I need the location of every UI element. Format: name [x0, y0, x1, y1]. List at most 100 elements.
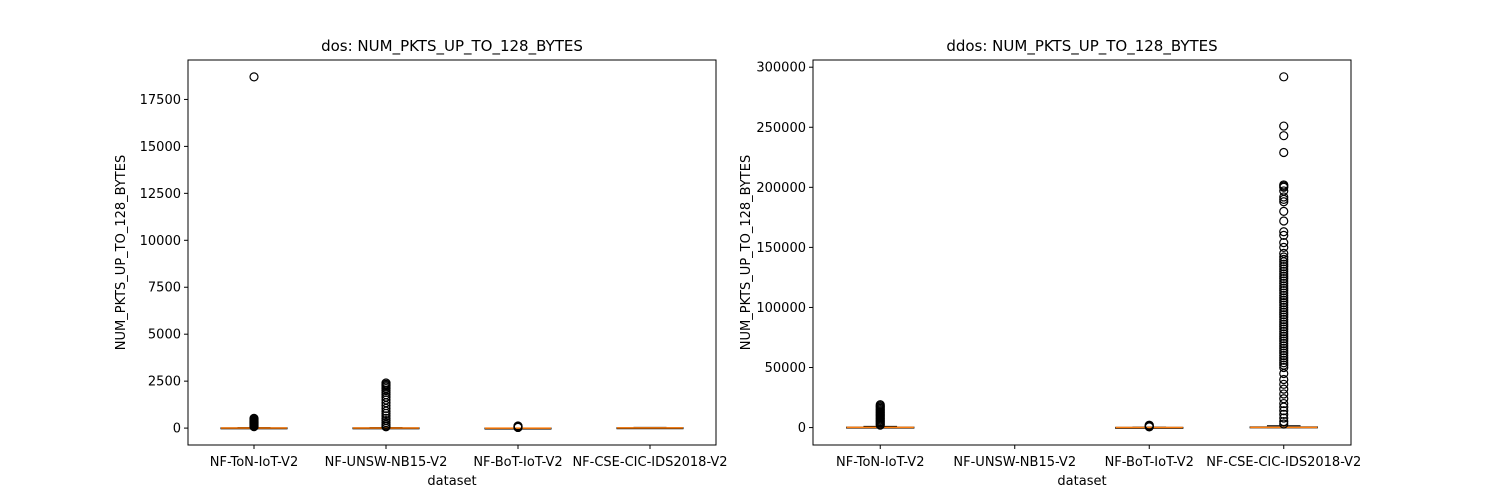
outlier-point	[1279, 271, 1289, 281]
box-2	[484, 421, 552, 433]
x-tick-label: NF-ToN-IoT-V2	[210, 455, 298, 470]
outlier-point	[1279, 319, 1289, 329]
x-tick-label: NF-BoT-IoT-V2	[473, 455, 562, 470]
outlier-point	[1279, 131, 1289, 141]
x-tick-label: NF-ToN-IoT-V2	[836, 455, 924, 470]
outlier-point	[1279, 329, 1289, 339]
outlier-point	[1279, 290, 1289, 301]
outlier-point	[1279, 266, 1289, 277]
outlier-point	[1279, 283, 1289, 293]
chart-title: dos: NUM_PKTS_UP_TO_128_BYTES	[321, 37, 583, 56]
box-3	[616, 426, 684, 430]
outlier-point	[1279, 264, 1289, 274]
outlier-point	[1279, 379, 1289, 389]
outlier-point	[1279, 346, 1289, 356]
outlier-point	[1279, 384, 1289, 394]
outlier-point	[1279, 192, 1289, 202]
outlier-point	[1279, 341, 1289, 351]
outlier-point	[513, 422, 523, 433]
outlier-point	[1279, 276, 1289, 286]
x-tick-label: NF-CSE-CIC-IDS2018-V2	[572, 455, 727, 470]
y-tick-label: 50000	[765, 361, 806, 376]
outlier-point	[1279, 307, 1289, 317]
outlier-point	[1279, 257, 1289, 267]
y-tick-label: 250000	[756, 121, 806, 136]
y-tick-label: 12500	[140, 187, 181, 202]
outlier-point	[1279, 216, 1289, 226]
outlier-point	[1279, 419, 1289, 429]
outlier-point	[1279, 206, 1289, 216]
y-tick-label: 300000	[756, 61, 806, 76]
y-tick-label: 15000	[140, 140, 181, 155]
outlier-point	[1279, 398, 1289, 409]
box-1	[352, 378, 420, 432]
y-tick-label: 2500	[148, 375, 181, 390]
outlier-point	[1279, 358, 1289, 368]
outlier-point	[1279, 368, 1289, 379]
outlier-point	[1279, 259, 1289, 269]
outlier-point	[1279, 389, 1289, 399]
outlier-point	[1279, 409, 1289, 419]
outlier-point	[1279, 317, 1289, 327]
y-tick-label: 10000	[140, 234, 181, 249]
outlier-point	[381, 422, 391, 432]
outlier-point	[1144, 422, 1154, 432]
plot-frame	[812, 59, 1352, 446]
outlier-point	[1279, 305, 1289, 315]
outlier-point	[1279, 197, 1289, 207]
outlier-point	[1279, 230, 1289, 240]
outlier-point	[1279, 348, 1289, 358]
outlier-point	[1279, 310, 1289, 320]
outlier-point	[1279, 288, 1289, 298]
outlier-point	[1279, 402, 1289, 412]
outlier-point	[1279, 406, 1289, 416]
outlier-point	[1279, 269, 1289, 279]
outlier-point	[1279, 242, 1289, 252]
outlier-point	[1279, 350, 1289, 361]
outlier-point	[1279, 338, 1289, 349]
outlier-point	[381, 408, 391, 419]
outlier-point	[875, 420, 885, 430]
chart-title: ddos: NUM_PKTS_UP_TO_128_BYTES	[946, 37, 1217, 56]
ddos-chart-panel: 0 50000 100000 150000 200000 250000 300000 NF-T…	[739, 37, 1361, 489]
dos-chart-panel: 0 2500 5000 7500 10000 12500 15000 17500 NF-ToN-…	[114, 37, 728, 489]
outlier-point	[1279, 194, 1289, 204]
outlier-point	[1279, 262, 1289, 272]
outlier-point	[1279, 362, 1289, 373]
outlier-point	[1279, 298, 1289, 308]
outlier-point	[1279, 326, 1289, 337]
y-axis-label: NUM_PKTS_UP_TO_128_BYTES	[114, 155, 129, 350]
outlier-point	[1279, 314, 1289, 325]
box-2	[1115, 420, 1184, 432]
y-tick-label: 0	[798, 421, 806, 436]
outlier-point	[1279, 227, 1289, 237]
outlier-point	[1279, 322, 1289, 332]
y-tick-label: 150000	[756, 241, 806, 256]
outlier-point	[1279, 355, 1289, 365]
outlier-point	[1279, 302, 1289, 313]
outlier-point	[1279, 413, 1289, 423]
outlier-point	[1279, 416, 1289, 427]
x-tick-label: NF-BoT-IoT-V2	[1105, 455, 1194, 470]
outlier-point	[1279, 278, 1289, 289]
outlier-point	[1279, 353, 1289, 363]
x-tick-label: NF-UNSW-NB15-V2	[953, 455, 1076, 470]
outlier-point	[1279, 281, 1289, 291]
outlier-point	[1279, 121, 1289, 131]
plot-frame	[187, 59, 717, 446]
x-axis-label: dataset	[427, 474, 476, 489]
outlier-point	[1279, 293, 1289, 303]
y-tick-label: 17500	[140, 93, 181, 108]
outlier-point	[1279, 182, 1289, 192]
outlier-point	[1279, 295, 1289, 305]
y-tick-label: 7500	[148, 281, 181, 296]
outlier-point	[249, 421, 259, 432]
outlier-point	[1279, 324, 1289, 334]
y-tick-label: 200000	[756, 181, 806, 196]
outlier-point	[1279, 72, 1289, 82]
x-tick-label: NF-UNSW-NB15-V2	[325, 455, 448, 470]
box-0	[220, 72, 288, 432]
x-axis-label: dataset	[1057, 474, 1106, 489]
outlier-point	[1279, 334, 1289, 344]
outlier-point	[1279, 343, 1289, 353]
